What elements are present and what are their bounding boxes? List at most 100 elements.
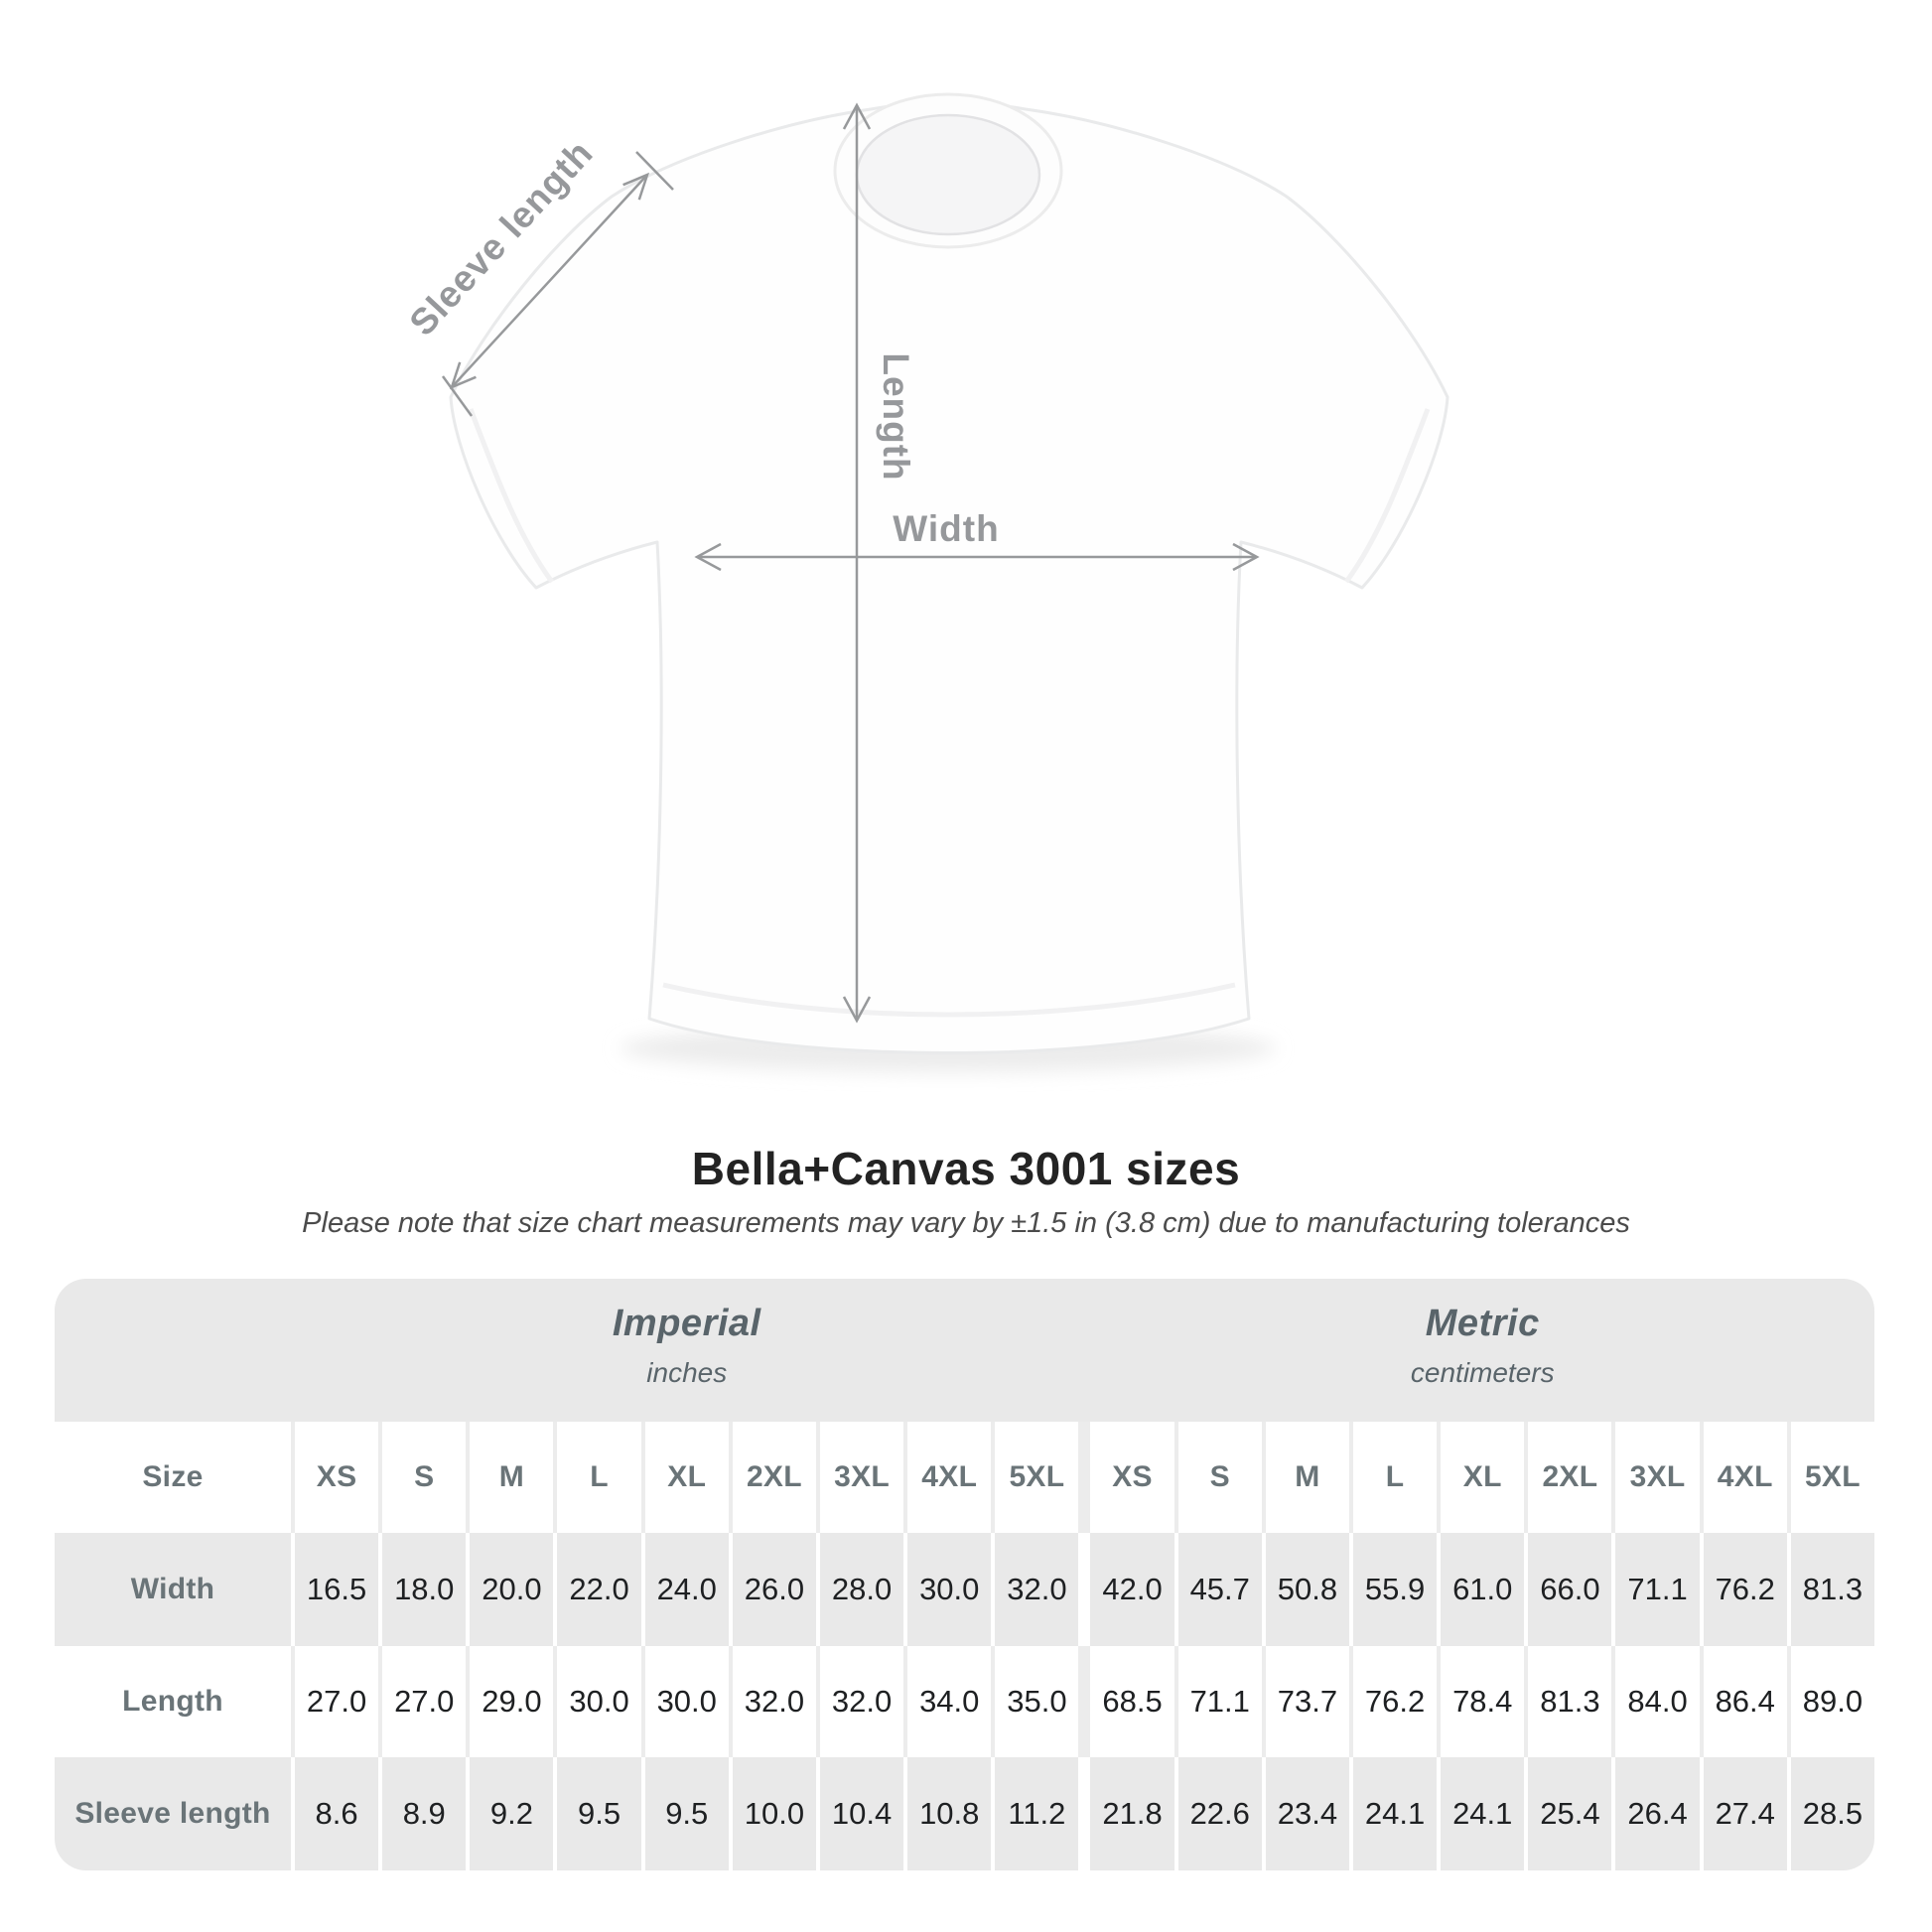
sleeve-cm-3xl: 26.4 xyxy=(1615,1757,1700,1870)
page-title: Bella+Canvas 3001 sizes xyxy=(691,1143,1241,1194)
col-imperial-4xl: 4XL xyxy=(907,1422,992,1533)
width-in-5xl: 32.0 xyxy=(995,1533,1079,1646)
width-in-l: 22.0 xyxy=(557,1533,641,1646)
length-in-2xl: 32.0 xyxy=(732,1646,816,1757)
tshirt-body xyxy=(449,100,1449,1054)
width-cm-xl: 61.0 xyxy=(1441,1533,1525,1646)
length-cm-l: 76.2 xyxy=(1352,1646,1438,1757)
col-imperial-s: S xyxy=(382,1422,467,1533)
imperial-title: Imperial xyxy=(612,1303,761,1344)
sleeve-in-xs: 8.6 xyxy=(295,1757,379,1870)
col-metric-s: S xyxy=(1177,1422,1262,1533)
width-row: Width 16.5 18.0 20.0 22.0 24.0 26.0 28.0… xyxy=(55,1533,1874,1646)
width-in-s: 18.0 xyxy=(382,1533,467,1646)
width-cm-l: 55.9 xyxy=(1352,1533,1438,1646)
length-cm-5xl: 89.0 xyxy=(1790,1646,1874,1757)
length-arrow xyxy=(842,102,872,1024)
width-cm-5xl: 81.3 xyxy=(1790,1533,1874,1646)
col-metric-xs: XS xyxy=(1090,1422,1174,1533)
sleeve-length-row: Sleeve length 8.6 8.9 9.2 9.5 9.5 10.0 1… xyxy=(55,1757,1874,1870)
sleeve-cm-5xl: 28.5 xyxy=(1790,1757,1874,1870)
sleeve-in-2xl: 10.0 xyxy=(732,1757,816,1870)
imperial-unit: inches xyxy=(646,1357,728,1388)
width-arrow xyxy=(694,542,1260,572)
metric-title: Metric xyxy=(1425,1303,1540,1344)
width-cm-3xl: 71.1 xyxy=(1615,1533,1700,1646)
length-cm-s: 71.1 xyxy=(1177,1646,1262,1757)
sleeve-cm-s: 22.6 xyxy=(1177,1757,1262,1870)
col-imperial-l: L xyxy=(557,1422,641,1533)
sleeve-in-m: 9.2 xyxy=(470,1757,554,1870)
length-in-3xl: 32.0 xyxy=(819,1646,904,1757)
col-metric-l: L xyxy=(1352,1422,1438,1533)
length-in-s: 27.0 xyxy=(382,1646,467,1757)
col-imperial-xs: XS xyxy=(295,1422,379,1533)
col-imperial-3xl: 3XL xyxy=(819,1422,904,1533)
length-in-4xl: 34.0 xyxy=(907,1646,992,1757)
length-label: Length xyxy=(876,352,916,481)
length-cm-m: 73.7 xyxy=(1265,1646,1349,1757)
col-metric-5xl: 5XL xyxy=(1790,1422,1874,1533)
width-cm-2xl: 66.0 xyxy=(1528,1533,1612,1646)
width-in-3xl: 28.0 xyxy=(819,1533,904,1646)
col-metric-xl: XL xyxy=(1441,1422,1525,1533)
tshirt-creases xyxy=(468,408,1431,1018)
unit-gap xyxy=(1082,1646,1086,1757)
sleeve-in-3xl: 10.4 xyxy=(819,1757,904,1870)
width-in-2xl: 26.0 xyxy=(732,1533,816,1646)
width-row-label: Width xyxy=(55,1533,291,1646)
sleeve-cm-m: 23.4 xyxy=(1265,1757,1349,1870)
col-metric-4xl: 4XL xyxy=(1703,1422,1787,1533)
unit-gap xyxy=(1082,1757,1086,1870)
width-cm-xs: 42.0 xyxy=(1090,1533,1174,1646)
sleeve-length-arrow xyxy=(441,151,674,417)
size-header-row: Size XS S M L XL 2XL 3XL 4XL 5XL XS S M … xyxy=(55,1422,1874,1533)
sleeve-in-xl: 9.5 xyxy=(644,1757,729,1870)
col-metric-m: M xyxy=(1265,1422,1349,1533)
sleeve-cm-l: 24.1 xyxy=(1352,1757,1438,1870)
sleeve-in-s: 8.9 xyxy=(382,1757,467,1870)
length-in-m: 29.0 xyxy=(470,1646,554,1757)
imperial-group-header: Imperial inches xyxy=(295,1279,1079,1422)
page-subtitle: Please note that size chart measurements… xyxy=(302,1207,1630,1239)
length-in-xs: 27.0 xyxy=(295,1646,379,1757)
heading-block: Bella+Canvas 3001 sizes Please note that… xyxy=(0,1142,1932,1240)
length-cm-xs: 68.5 xyxy=(1090,1646,1174,1757)
col-metric-2xl: 2XL xyxy=(1528,1422,1612,1533)
col-imperial-2xl: 2XL xyxy=(732,1422,816,1533)
size-table: Imperial inches Metric centimeters Size … xyxy=(55,1279,1874,1870)
length-cm-4xl: 86.4 xyxy=(1703,1646,1787,1757)
unit-gap xyxy=(1082,1422,1086,1533)
length-row-label: Length xyxy=(55,1646,291,1757)
length-row: Length 27.0 27.0 29.0 30.0 30.0 32.0 32.… xyxy=(55,1646,1874,1757)
width-in-xs: 16.5 xyxy=(295,1533,379,1646)
col-imperial-m: M xyxy=(470,1422,554,1533)
length-in-l: 30.0 xyxy=(557,1646,641,1757)
metric-group-header: Metric centimeters xyxy=(1091,1279,1875,1422)
col-imperial-xl: XL xyxy=(644,1422,729,1533)
length-cm-2xl: 81.3 xyxy=(1528,1646,1612,1757)
width-cm-m: 50.8 xyxy=(1265,1533,1349,1646)
width-in-xl: 24.0 xyxy=(644,1533,729,1646)
length-cm-3xl: 84.0 xyxy=(1615,1646,1700,1757)
tshirt-measurement-diagram: Sleeve length Length Width xyxy=(401,92,1449,1072)
sleeve-row-label: Sleeve length xyxy=(55,1757,291,1870)
length-cm-xl: 78.4 xyxy=(1441,1646,1525,1757)
col-metric-3xl: 3XL xyxy=(1615,1422,1700,1533)
length-in-5xl: 35.0 xyxy=(995,1646,1079,1757)
width-label: Width xyxy=(893,508,999,549)
width-cm-4xl: 76.2 xyxy=(1703,1533,1787,1646)
tshirt-neck-opening xyxy=(855,113,1041,236)
sleeve-in-l: 9.5 xyxy=(557,1757,641,1870)
metric-unit: centimeters xyxy=(1410,1357,1555,1388)
sleeve-cm-xl: 24.1 xyxy=(1441,1757,1525,1870)
width-in-m: 20.0 xyxy=(470,1533,554,1646)
sleeve-cm-4xl: 27.4 xyxy=(1703,1757,1787,1870)
sleeve-in-4xl: 10.8 xyxy=(907,1757,992,1870)
unit-gap xyxy=(1082,1533,1086,1646)
sleeve-cm-2xl: 25.4 xyxy=(1528,1757,1612,1870)
size-header: Size xyxy=(55,1422,291,1533)
sleeve-cm-xs: 21.8 xyxy=(1090,1757,1174,1870)
length-in-xl: 30.0 xyxy=(644,1646,729,1757)
